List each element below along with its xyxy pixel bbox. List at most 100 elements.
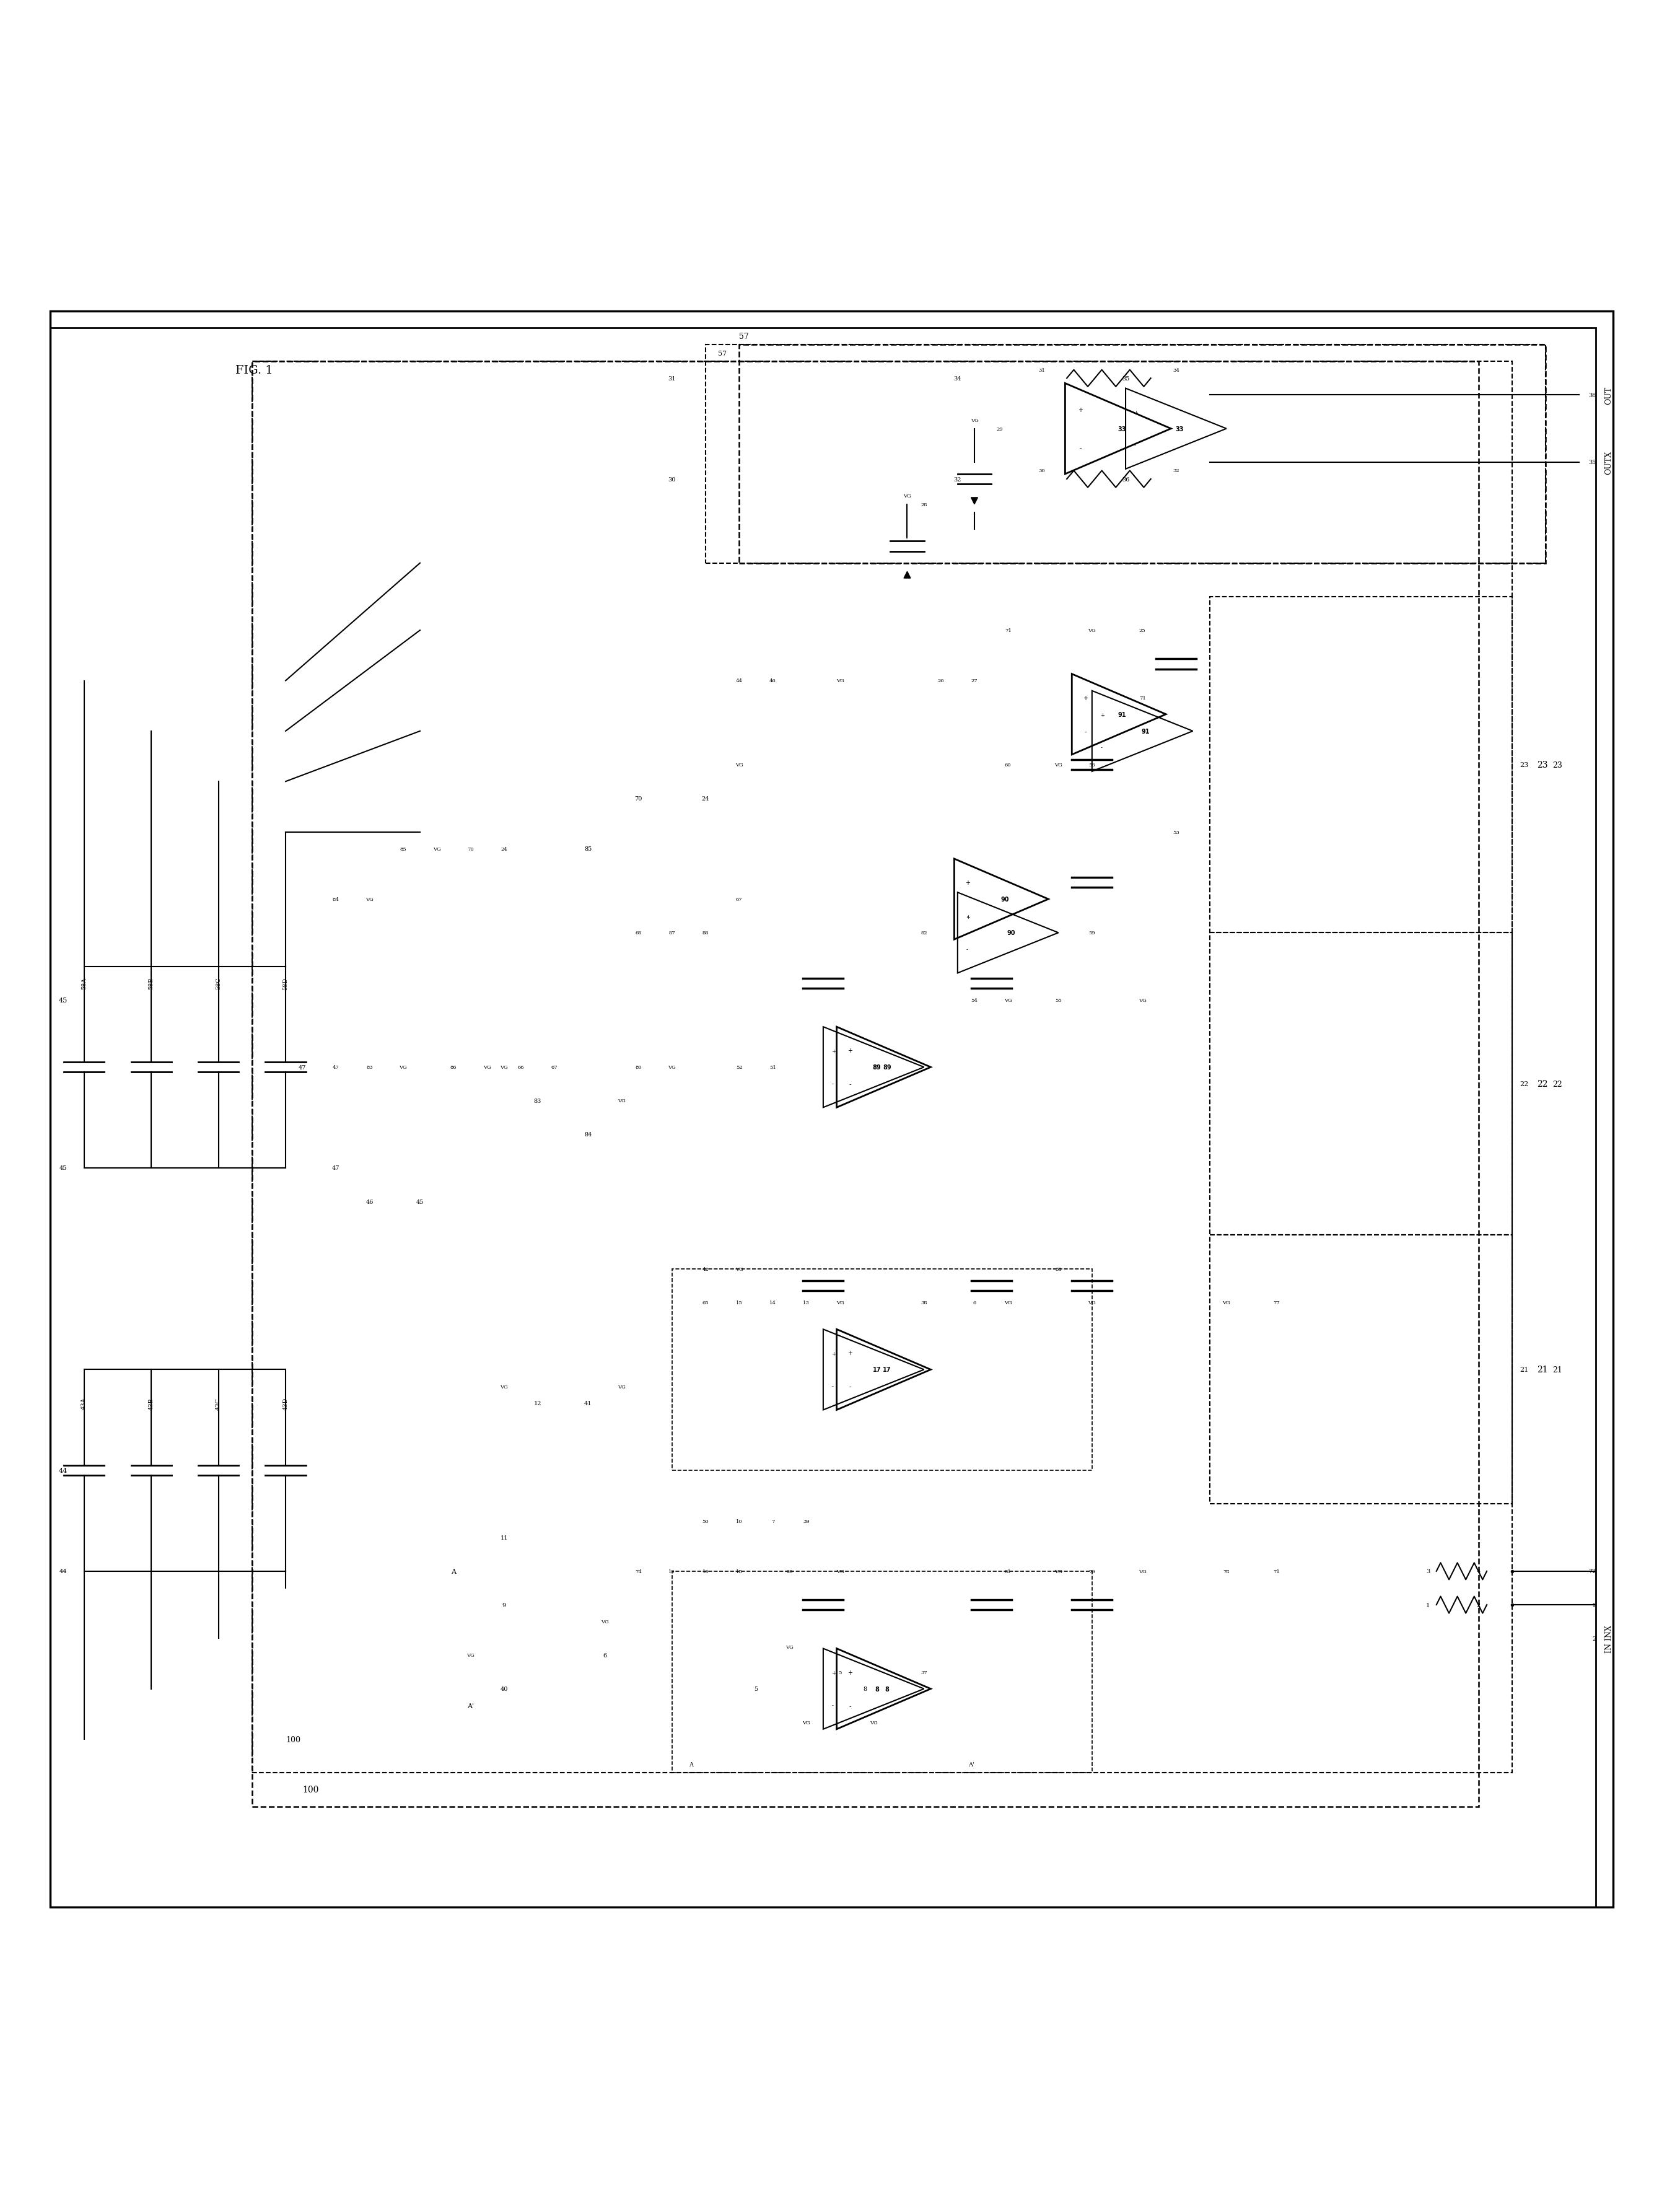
- Text: VG: VG: [433, 846, 440, 852]
- Text: VG: VG: [786, 1645, 793, 1649]
- Text: 6: 6: [603, 1652, 606, 1658]
- Text: 40: 40: [501, 1687, 507, 1691]
- Text: A': A': [968, 1762, 974, 1768]
- Text: +: +: [966, 879, 969, 885]
- Text: -: -: [832, 1383, 833, 1389]
- Text: OUT: OUT: [1604, 385, 1613, 405]
- Text: 91: 91: [1142, 729, 1149, 735]
- Text: 82: 82: [921, 931, 927, 936]
- Text: 100: 100: [302, 1786, 319, 1795]
- Text: VG: VG: [971, 418, 978, 423]
- Text: 22: 22: [1520, 1081, 1529, 1088]
- Text: 44: 44: [59, 1568, 67, 1574]
- Text: +: +: [1100, 713, 1105, 718]
- Text: 90: 90: [1008, 929, 1015, 936]
- Text: 89: 89: [882, 1064, 892, 1070]
- Text: 41: 41: [585, 1400, 591, 1407]
- Text: 43A: 43A: [81, 1398, 87, 1409]
- Text: +: +: [848, 1350, 852, 1356]
- Text: 37: 37: [921, 1669, 927, 1676]
- Text: 70: 70: [635, 795, 642, 802]
- Text: 34: 34: [954, 377, 961, 381]
- Text: +: +: [832, 1669, 837, 1676]
- Text: 17: 17: [874, 1367, 880, 1372]
- Text: 32: 32: [1173, 469, 1179, 473]
- Text: 38: 38: [921, 1299, 927, 1306]
- Text: VG: VG: [837, 1299, 843, 1306]
- Text: VG: VG: [1139, 998, 1146, 1002]
- Text: -: -: [848, 1383, 852, 1389]
- Text: 65: 65: [702, 1299, 709, 1306]
- Text: 67: 67: [736, 896, 743, 903]
- Text: 8: 8: [864, 1687, 867, 1691]
- Bar: [739, 346, 1546, 564]
- Text: 25: 25: [1139, 628, 1146, 634]
- Text: 43B: 43B: [148, 1398, 155, 1409]
- Text: 35: 35: [1122, 377, 1129, 381]
- Text: 47: 47: [333, 1066, 339, 1070]
- Text: 67: 67: [551, 1066, 558, 1070]
- Text: 47: 47: [333, 1165, 339, 1171]
- Text: 26: 26: [937, 678, 944, 683]
- Text: VG: VG: [837, 678, 843, 683]
- Text: 10: 10: [736, 1519, 743, 1524]
- Text: 60: 60: [1005, 762, 1011, 768]
- Text: -: -: [832, 1702, 833, 1709]
- Text: 20: 20: [786, 1568, 793, 1574]
- Text: -: -: [1100, 744, 1102, 751]
- Text: 57: 57: [739, 333, 749, 341]
- Text: 7: 7: [771, 1519, 774, 1524]
- Text: 72: 72: [1588, 1568, 1596, 1574]
- Text: 53: 53: [1173, 830, 1179, 835]
- Text: 42: 42: [702, 1266, 709, 1271]
- Text: 43D: 43D: [282, 1396, 289, 1409]
- Text: VG: VG: [501, 1385, 507, 1389]
- Text: 34: 34: [1173, 368, 1179, 372]
- Bar: [1210, 934, 1512, 1235]
- Text: 16: 16: [702, 1568, 709, 1574]
- Text: 56: 56: [1089, 762, 1095, 768]
- Text: 39: 39: [803, 1519, 810, 1524]
- Text: 6: 6: [973, 1299, 976, 1306]
- Text: VG: VG: [618, 1099, 625, 1103]
- Text: +: +: [848, 1048, 852, 1055]
- Text: VG: VG: [803, 1720, 810, 1724]
- Text: 58D: 58D: [282, 978, 289, 989]
- Bar: [672, 1572, 1092, 1773]
- Text: 4: 4: [1477, 1568, 1480, 1574]
- Text: +: +: [832, 1350, 837, 1356]
- Text: 58C: 58C: [215, 978, 222, 989]
- Text: VG: VG: [736, 762, 743, 768]
- Text: 45: 45: [59, 998, 67, 1004]
- Polygon shape: [971, 498, 978, 504]
- Text: 36: 36: [1588, 392, 1596, 399]
- Text: 35: 35: [1588, 460, 1596, 465]
- Text: 2: 2: [1477, 1603, 1480, 1607]
- Text: VG: VG: [1055, 762, 1062, 768]
- Text: 38: 38: [1055, 1266, 1062, 1271]
- Text: 21: 21: [1537, 1365, 1547, 1374]
- Text: 3: 3: [1426, 1568, 1430, 1574]
- Text: 14: 14: [769, 1299, 776, 1306]
- Text: -: -: [832, 1081, 833, 1086]
- Text: 68: 68: [635, 931, 642, 936]
- Text: VG: VG: [736, 1266, 743, 1271]
- Text: 12: 12: [534, 1400, 541, 1407]
- Text: 46: 46: [769, 678, 776, 683]
- Text: VG: VG: [870, 1720, 877, 1724]
- Text: 84: 84: [333, 896, 339, 903]
- Text: 55: 55: [1055, 998, 1062, 1002]
- Text: 22: 22: [1552, 1081, 1562, 1088]
- Text: +: +: [966, 914, 971, 920]
- Text: 52: 52: [736, 1066, 743, 1070]
- Text: 85: 85: [585, 846, 591, 852]
- Text: 88: 88: [702, 931, 709, 936]
- Text: VG: VG: [1139, 1568, 1146, 1574]
- Bar: [706, 346, 1546, 564]
- Text: 44: 44: [59, 1467, 67, 1473]
- Text: 23: 23: [1520, 762, 1529, 768]
- Text: FIG. 1: FIG. 1: [235, 366, 272, 377]
- Text: 17: 17: [884, 1367, 890, 1372]
- Text: 54: 54: [971, 998, 978, 1002]
- Text: VG: VG: [400, 1066, 407, 1070]
